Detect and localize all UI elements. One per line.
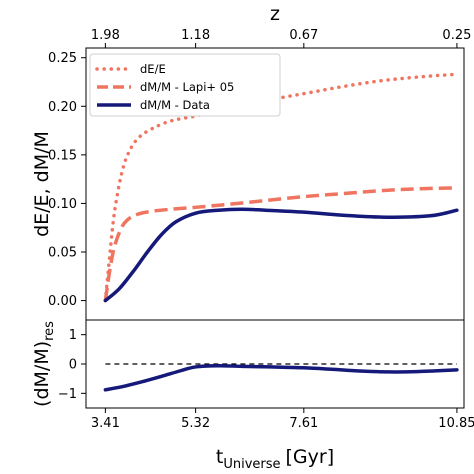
residual-series-group: [103, 363, 459, 392]
main-y-tick-label: 0.10: [48, 197, 77, 212]
top-tick-label: 1.98: [91, 28, 120, 43]
main-series-group: [103, 72, 459, 303]
legend: dE/E dM/M - Lapi+ 05 dM/M - Data: [89, 53, 281, 117]
main-y-ticks: 0.00 0.05 0.10 0.15 0.20 0.25: [48, 51, 86, 309]
series-dm-lapi: [103, 186, 457, 301]
residual-y-ticks: −1 0 1: [58, 328, 86, 402]
main-y-tick-label: 0.15: [48, 148, 77, 163]
top-tick-label: 0.67: [289, 28, 318, 43]
bottom-x-ticks: 3.41 5.32 7.61 10.85: [91, 408, 474, 431]
main-y-tick-label: 0.00: [48, 294, 77, 309]
x-label-unit: [Gyr]: [286, 446, 335, 468]
series-dm-data: [103, 207, 459, 303]
x-label-sub: Universe: [223, 457, 280, 472]
top-tick-label: 0.25: [442, 28, 471, 43]
main-y-tick-label: 0.20: [48, 100, 77, 115]
main-y-tick-label: 0.25: [48, 51, 77, 66]
bottom-tick-label: 7.61: [289, 416, 318, 431]
series-residual: [103, 363, 459, 392]
legend-label-lapi: dM/M - Lapi+ 05: [140, 80, 234, 94]
main-y-tick-label: 0.05: [48, 246, 77, 261]
legend-label-data: dM/M - Data: [140, 98, 210, 112]
bottom-tick-label: 10.85: [438, 416, 474, 431]
residual-y-tick-label: 1: [69, 328, 77, 343]
bottom-tick-label: 3.41: [91, 416, 120, 431]
residual-y-tick-label: 0: [69, 358, 77, 373]
residual-y-label-main: (dM/M): [31, 341, 53, 407]
bottom-x-axis-label: tUniverse [Gyr]: [216, 446, 334, 472]
top-z-ticks: 1.98 1.18 0.67 0.25: [91, 28, 471, 48]
main-y-axis-label: dE/E, dM/M: [31, 131, 53, 237]
series-de-e: [103, 72, 459, 303]
bottom-tick-label: 5.32: [181, 416, 210, 431]
top-x-axis-label: z: [270, 3, 280, 25]
legend-label-de-e: dE/E: [140, 62, 166, 76]
legend-box: [89, 53, 281, 117]
x-label-main: t: [216, 446, 223, 468]
top-tick-label: 1.18: [181, 28, 210, 43]
residual-y-axis-label: (dM/M)res: [31, 321, 57, 407]
residual-y-tick-label: −1: [58, 387, 77, 402]
residual-y-label-sub: res: [42, 321, 57, 341]
